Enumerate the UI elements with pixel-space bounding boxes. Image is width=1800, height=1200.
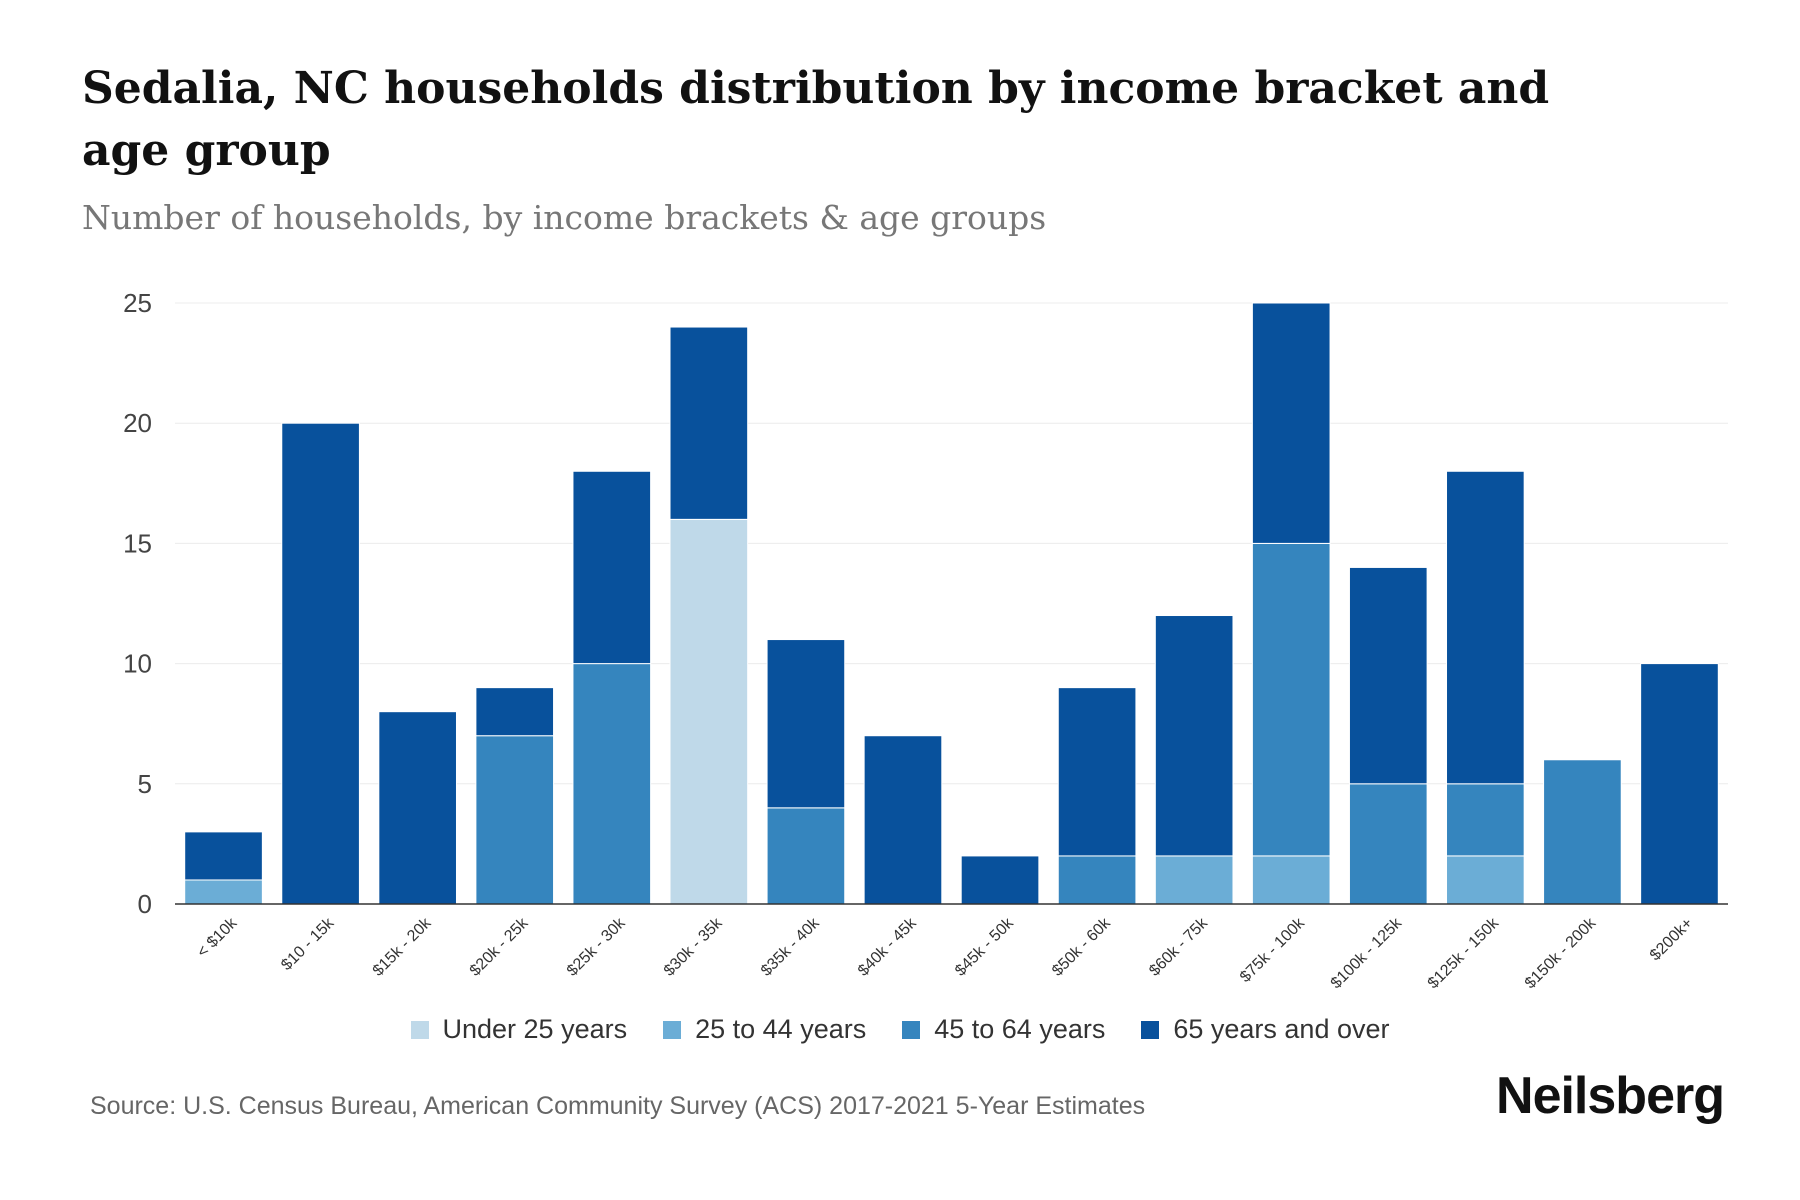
legend-item-25-44: 25 to 44 years [663, 1014, 866, 1045]
bar-segment [863, 735, 943, 905]
bar-segment [1640, 663, 1719, 905]
legend-swatch [410, 1020, 429, 1039]
bar-segment [1446, 783, 1525, 857]
brand-logo: Neilsberg [1496, 1067, 1725, 1125]
x-tick-label: $75k - 100k [1237, 914, 1309, 986]
y-tick-label: 25 [123, 288, 152, 318]
bar-segment [572, 470, 652, 665]
x-tick-label: $15k - 20k [370, 914, 436, 980]
bar-segment [475, 687, 555, 737]
bar-segment [572, 663, 652, 905]
x-tick-label: $45k - 50k [952, 914, 1018, 980]
x-tick-label: $100k - 125k [1328, 914, 1406, 992]
x-tick-label: $200k+ [1647, 915, 1696, 964]
x-tick-label: $10 - 15k [278, 914, 338, 974]
bar-segment [281, 422, 360, 905]
legend-label: 45 to 64 years [934, 1014, 1106, 1044]
bar-segment [766, 639, 846, 809]
legend-label: 25 to 44 years [695, 1014, 867, 1044]
legend-swatch [663, 1020, 682, 1039]
x-tick-label: $150k - 200k [1522, 914, 1600, 992]
bar-segment [1057, 855, 1137, 905]
bar-segment [184, 831, 263, 881]
source-note: Source: U.S. Census Bureau, American Com… [90, 1092, 1146, 1120]
bar-segment [1446, 470, 1525, 785]
legend-item-under-25: Under 25 years [410, 1014, 628, 1045]
bar-segment [475, 735, 555, 905]
x-tick-label: $30k - 35k [661, 914, 727, 980]
bar-segment [766, 807, 846, 905]
x-tick-label: $125k - 150k [1425, 914, 1503, 992]
bar-segment [669, 518, 749, 905]
x-tick-label: $20k - 25k [467, 914, 533, 980]
legend-swatch [902, 1020, 921, 1039]
y-tick-label: 0 [138, 889, 152, 919]
bar-segment [1543, 759, 1622, 905]
bar-segment [1057, 687, 1137, 857]
legend-label: 65 years and over [1173, 1014, 1390, 1044]
bar-segment [1251, 855, 1331, 905]
chart-title: Sedalia, NC households distribution by i… [82, 63, 1550, 176]
bar-segment [1446, 855, 1525, 905]
x-tick-label: < $10k [194, 914, 241, 961]
x-tick-label: $60k - 75k [1146, 914, 1212, 980]
legend-item-65-over: 65 years and over [1141, 1014, 1390, 1045]
y-tick-label: 5 [138, 769, 152, 799]
x-tick-label: $40k - 45k [855, 914, 921, 980]
legend-swatch [1141, 1020, 1160, 1039]
bar-segment [378, 711, 457, 905]
chart-subtitle: Number of households, by income brackets… [82, 198, 1047, 237]
bar-segment [1348, 783, 1428, 905]
bar-segment [184, 879, 263, 905]
x-tick-label: $50k - 60k [1049, 914, 1115, 980]
bar-segment [669, 326, 749, 520]
bar-segment [1154, 855, 1234, 905]
y-tick-label: 10 [123, 649, 152, 679]
legend: Under 25 years 25 to 44 years 45 to 64 y… [0, 1014, 1800, 1045]
bar-segment [1251, 542, 1331, 857]
y-tick-label: 15 [123, 528, 152, 558]
stacked-bar-chart: 0 5 10 15 20 25 < $10k $10 - 15k $15k - 20k $20k … [123, 288, 1728, 992]
x-tick-label: $35k - 40k [758, 914, 824, 980]
legend-item-45-64: 45 to 64 years [902, 1014, 1105, 1045]
x-tick-label: $25k - 30k [564, 914, 630, 980]
bar-segment [1348, 566, 1428, 785]
bar-segment [1154, 615, 1234, 857]
y-tick-label: 20 [123, 408, 152, 438]
legend-label: Under 25 years [442, 1014, 628, 1044]
bar-segment [1251, 302, 1331, 544]
bar-segment [960, 855, 1040, 905]
